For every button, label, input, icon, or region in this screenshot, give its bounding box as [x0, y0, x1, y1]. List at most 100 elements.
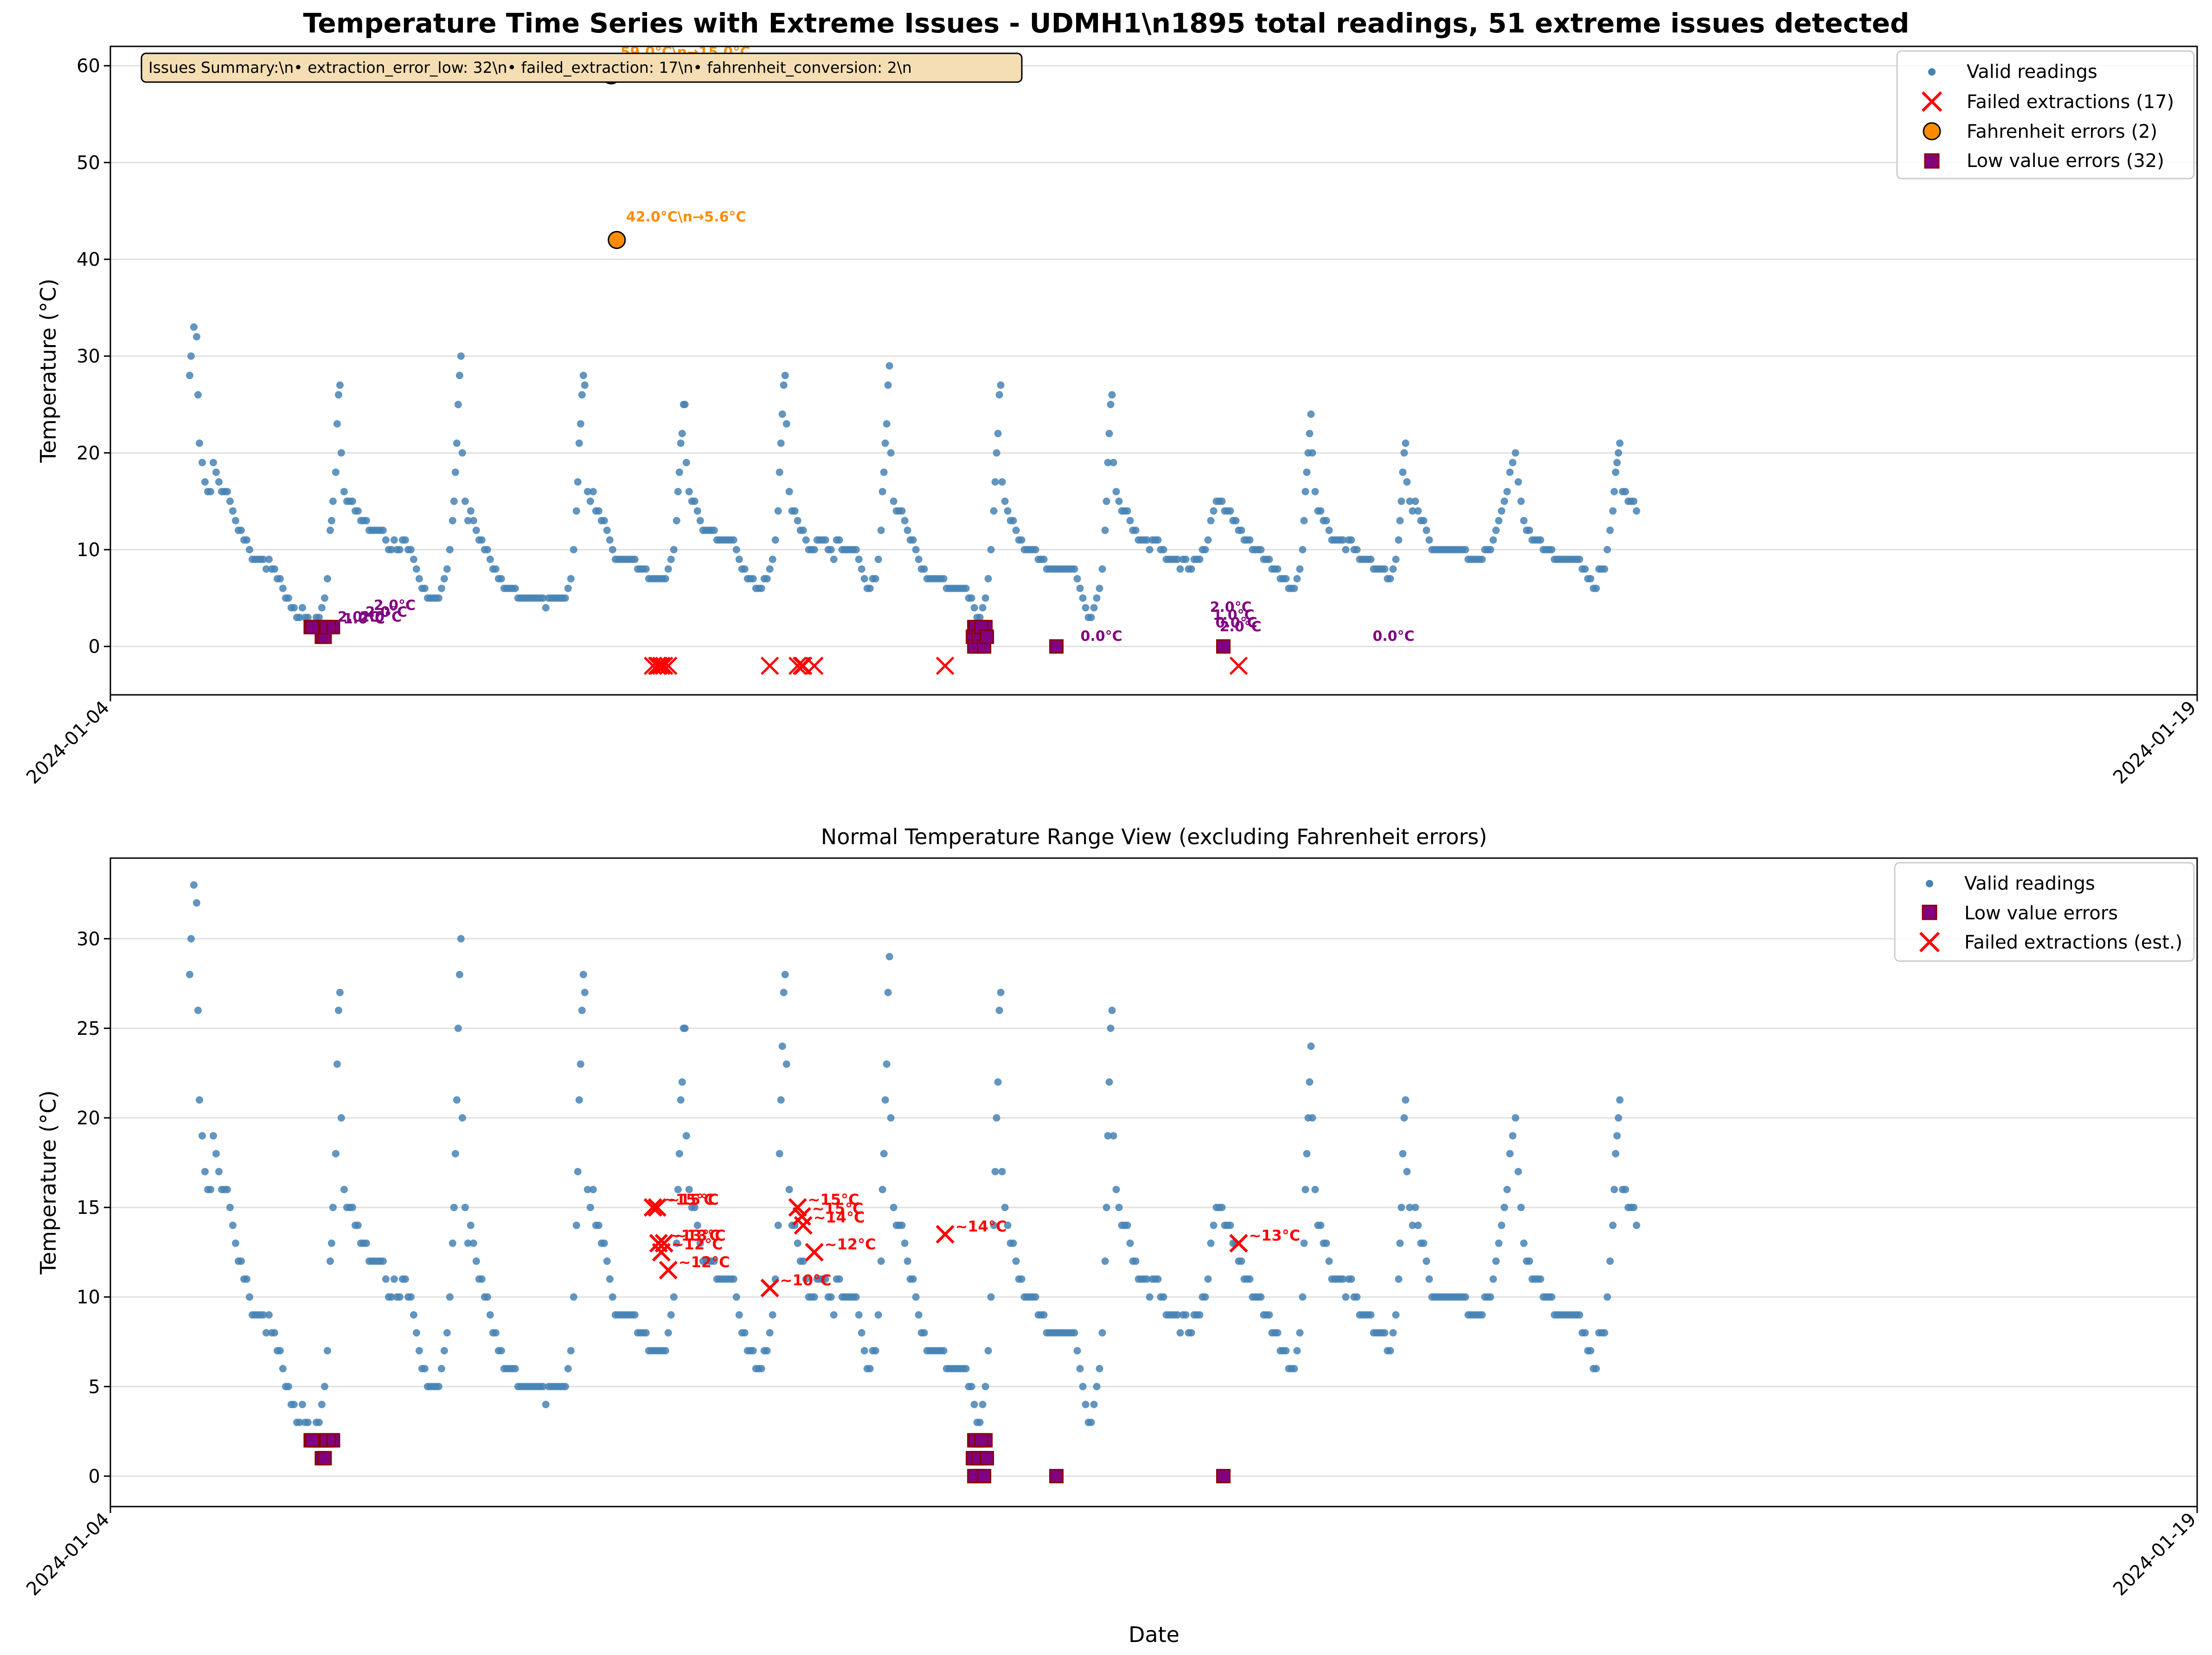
valid-point — [1399, 468, 1407, 476]
top-y-tick-label: 30 — [77, 346, 100, 367]
valid-point — [749, 575, 757, 583]
valid-point — [642, 1329, 650, 1337]
valid-point — [1317, 507, 1325, 515]
valid-point — [827, 546, 835, 554]
valid-point — [1126, 1239, 1134, 1247]
valid-point — [781, 372, 789, 379]
valid-point — [1207, 1239, 1215, 1247]
top-panel: Temperature Time Series with Extreme Iss… — [22, 7, 2200, 788]
valid-point — [880, 468, 888, 476]
valid-point — [1103, 1204, 1110, 1212]
low-value-point — [974, 1433, 989, 1448]
valid-point — [1633, 507, 1641, 515]
valid-point — [970, 604, 978, 612]
valid-point — [334, 391, 342, 399]
valid-point — [259, 555, 267, 563]
failed-point — [760, 656, 779, 675]
valid-point — [279, 584, 287, 592]
valid-point — [609, 546, 616, 554]
valid-point — [1610, 488, 1618, 495]
top-legend: Valid readings Failed extractions (17) F… — [1896, 50, 2195, 180]
valid-point — [1182, 555, 1190, 563]
valid-point — [998, 1167, 1006, 1175]
valid-point — [446, 1293, 454, 1301]
valid-point — [1420, 517, 1428, 525]
valid-point — [192, 333, 200, 340]
valid-point — [990, 507, 998, 515]
valid-point — [1509, 1132, 1517, 1140]
valid-point — [1112, 1186, 1120, 1193]
low-value-point — [1049, 1469, 1064, 1483]
valid-point — [1389, 565, 1397, 573]
valid-point — [735, 1311, 743, 1319]
valid-point — [920, 565, 928, 573]
valid-point — [407, 1293, 415, 1301]
valid-point — [457, 935, 465, 943]
valid-point — [1082, 604, 1090, 612]
valid-point — [858, 1329, 866, 1337]
valid-point — [1300, 517, 1308, 525]
low-value-point — [1049, 639, 1064, 654]
valid-point — [194, 391, 202, 399]
top-y-tick-label: 20 — [77, 443, 100, 464]
valid-point — [994, 430, 1002, 437]
legend-fahrenheit-marker — [1923, 122, 1941, 141]
valid-point — [329, 497, 337, 505]
valid-point — [190, 881, 198, 889]
valid-point — [332, 468, 340, 476]
valid-point — [333, 420, 341, 428]
valid-point — [198, 1132, 206, 1140]
valid-point — [1342, 1293, 1350, 1301]
valid-point — [1115, 1204, 1123, 1212]
valid-point — [682, 459, 690, 467]
valid-point — [337, 449, 345, 457]
valid-point — [276, 1347, 284, 1355]
valid-point — [451, 468, 459, 476]
valid-point — [1154, 536, 1162, 544]
valid-point — [1633, 1221, 1641, 1229]
valid-point — [1616, 439, 1624, 447]
valid-point — [455, 372, 463, 379]
valid-point — [1307, 1042, 1315, 1050]
failed-estimate-label: ~12°C — [672, 1236, 723, 1253]
valid-point — [1308, 1114, 1316, 1122]
valid-point — [1299, 546, 1307, 554]
valid-point — [1606, 526, 1614, 534]
failed-stroke — [643, 1198, 662, 1217]
valid-point — [730, 1275, 737, 1283]
valid-point — [852, 546, 860, 554]
valid-point — [1105, 1078, 1113, 1086]
valid-point — [1018, 536, 1026, 544]
valid-point — [990, 1221, 998, 1229]
valid-point — [461, 1204, 469, 1212]
valid-point — [609, 1293, 616, 1301]
valid-point — [1098, 565, 1106, 573]
failed-stroke — [659, 1261, 678, 1280]
valid-point — [940, 575, 948, 583]
valid-point — [1001, 1204, 1009, 1212]
valid-point — [670, 1293, 678, 1301]
low-value-annotation: 2.0°C — [374, 597, 416, 614]
valid-point — [454, 1024, 462, 1032]
valid-point — [878, 488, 886, 495]
valid-point — [206, 1186, 214, 1193]
valid-point — [909, 536, 917, 544]
valid-point — [735, 555, 743, 563]
valid-point — [1160, 1293, 1167, 1301]
bottom-y-tick-label: 25 — [77, 1018, 100, 1039]
valid-point — [874, 555, 882, 563]
valid-point — [600, 517, 608, 525]
valid-point — [962, 1365, 970, 1373]
valid-point — [1093, 594, 1101, 602]
valid-point — [298, 1400, 306, 1408]
valid-point — [1196, 555, 1204, 563]
bottom-failed-points: ~15°C~15°C~13°C~13°C~12°C~12°C~10°C~15°C… — [643, 1191, 1300, 1297]
valid-point — [1132, 1257, 1140, 1265]
valid-point — [606, 1275, 614, 1283]
valid-point — [1615, 449, 1622, 457]
valid-point — [1615, 1114, 1622, 1122]
valid-point — [1293, 575, 1301, 583]
failed-stroke — [805, 656, 824, 675]
valid-point — [454, 401, 462, 409]
valid-point — [1107, 401, 1115, 409]
